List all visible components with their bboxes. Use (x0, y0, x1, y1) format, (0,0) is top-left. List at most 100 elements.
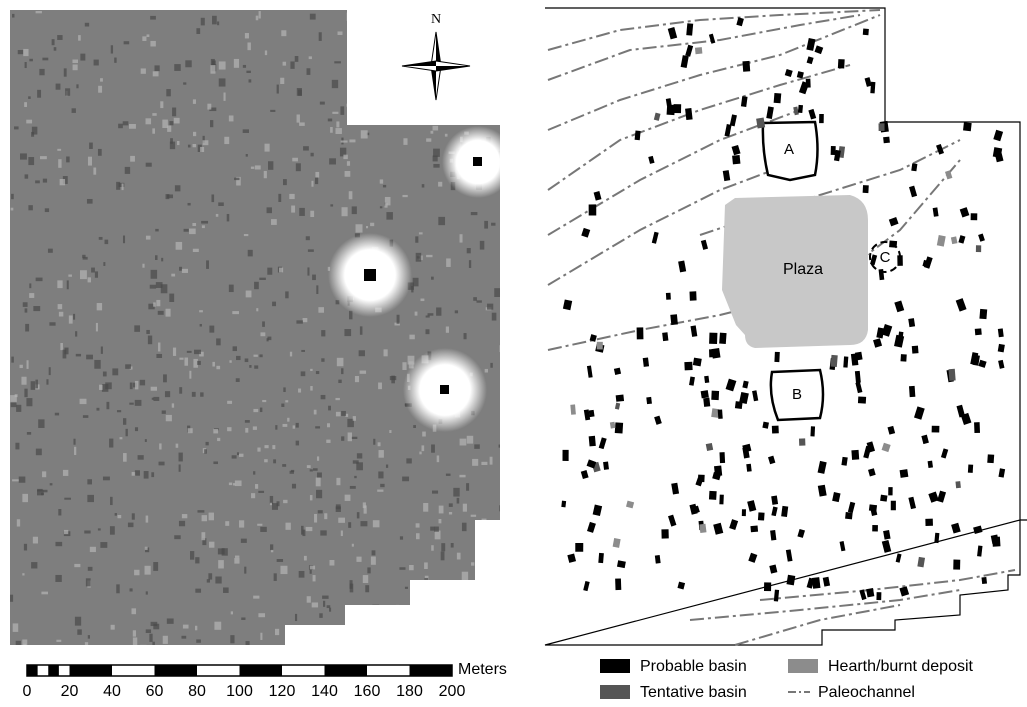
texture-dot (331, 79, 339, 89)
texture-dot (420, 298, 425, 302)
feature (561, 500, 567, 508)
texture-dot (158, 461, 165, 466)
texture-dot (371, 550, 376, 556)
feature (722, 170, 731, 182)
texture-dot (217, 548, 225, 555)
scale-unit: Meters (458, 661, 507, 678)
texture-dot (346, 161, 351, 166)
texture-dot (72, 64, 78, 71)
feature (587, 521, 596, 533)
texture-dot (10, 594, 14, 602)
feature (699, 523, 707, 533)
texture-dot (22, 302, 28, 307)
feature (956, 404, 966, 418)
texture-dot (314, 513, 318, 523)
texture-dot (12, 623, 19, 632)
texture-dot (58, 159, 62, 168)
texture-dot (239, 520, 245, 528)
texture-dot (352, 121, 359, 124)
texture-dot (212, 15, 217, 25)
texture-dot (259, 407, 263, 413)
texture-dot (210, 120, 214, 128)
texture-dot (351, 206, 357, 215)
texture-dot (181, 514, 188, 519)
texture-dot (395, 604, 400, 614)
feature (583, 409, 591, 421)
texture-dot (223, 92, 226, 101)
feature (739, 391, 749, 405)
texture-dot (199, 323, 202, 327)
texture-dot (386, 615, 390, 618)
texture-dot (152, 113, 157, 116)
feature (937, 490, 947, 503)
texture-dot (162, 635, 168, 644)
feature (888, 487, 893, 496)
texture-dot (21, 376, 27, 385)
feature (932, 207, 939, 217)
texture-dot (299, 122, 305, 126)
texture-dot (189, 370, 192, 379)
texture-dot (433, 163, 440, 168)
feature (955, 298, 967, 312)
texture-dot (466, 248, 471, 254)
texture-dot (374, 43, 378, 47)
feature (890, 500, 896, 511)
scale-tick-label: 200 (439, 683, 466, 700)
texture-dot (58, 311, 64, 317)
texture-dot (123, 41, 130, 45)
texture-dot (300, 371, 306, 377)
texture-dot (351, 436, 358, 440)
texture-dot (291, 483, 297, 489)
feature (614, 402, 621, 410)
texture-dot (425, 315, 430, 318)
texture-dot (177, 141, 180, 146)
texture-dot (424, 577, 429, 585)
feature (897, 255, 903, 266)
texture-dot (26, 360, 29, 369)
texture-dot (121, 183, 124, 191)
feature (781, 505, 789, 518)
texture-dot (134, 399, 142, 406)
texture-dot (36, 489, 44, 496)
texture-dot (260, 632, 263, 640)
texture-dot (412, 43, 417, 50)
texture-dot (315, 426, 321, 429)
feature (808, 108, 817, 120)
texture-dot (427, 112, 433, 122)
texture-dot (377, 65, 382, 74)
texture-dot (451, 610, 457, 615)
texture-dot (459, 474, 466, 478)
texture-dot (274, 628, 280, 636)
texture-dot (378, 382, 382, 390)
texture-dot (151, 397, 154, 400)
texture-dot (150, 386, 157, 391)
texture-dot (330, 204, 334, 207)
texture-dot (189, 551, 195, 560)
texture-dot (479, 240, 485, 250)
feature (959, 207, 970, 218)
feature (950, 236, 958, 245)
texture-dot (319, 101, 325, 105)
texture-dot (134, 325, 141, 332)
feature (711, 390, 720, 401)
texture-dot (186, 350, 192, 353)
feature (598, 437, 607, 450)
texture-dot (409, 334, 415, 340)
texture-dot (290, 469, 295, 472)
texture-dot (209, 325, 215, 333)
texture-dot (426, 138, 432, 142)
texture-dot (338, 517, 345, 523)
texture-dot (305, 526, 313, 532)
texture-dot (367, 635, 372, 641)
texture-dot (93, 59, 99, 66)
feature (593, 191, 602, 201)
texture-dot (295, 422, 299, 428)
feature (817, 484, 827, 497)
texture-dot (64, 497, 71, 500)
texture-dot (53, 47, 57, 51)
texture-dot (73, 438, 76, 445)
feature (822, 576, 831, 587)
texture-dot (271, 219, 277, 225)
texture-dot (124, 166, 131, 174)
texture-dot (316, 489, 323, 499)
